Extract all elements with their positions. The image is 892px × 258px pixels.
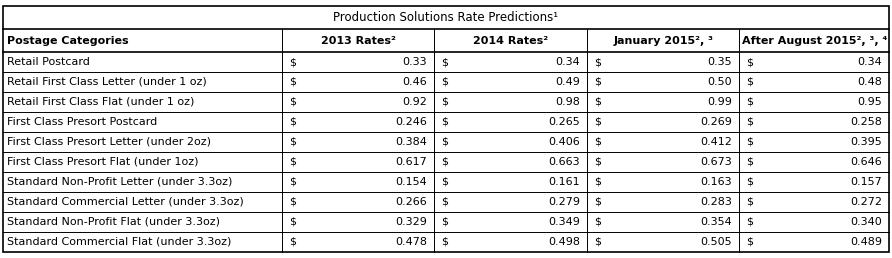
Text: 0.340: 0.340 <box>850 217 882 227</box>
Text: $: $ <box>289 217 296 227</box>
Text: 0.283: 0.283 <box>700 197 732 207</box>
Text: $: $ <box>289 237 296 247</box>
Text: $: $ <box>594 217 601 227</box>
Text: 0.35: 0.35 <box>707 57 732 67</box>
Text: $: $ <box>289 77 296 87</box>
Text: 0.272: 0.272 <box>850 197 882 207</box>
Text: $: $ <box>289 117 296 127</box>
Text: Production Solutions Rate Predictions¹: Production Solutions Rate Predictions¹ <box>334 11 558 24</box>
Text: $: $ <box>442 97 449 107</box>
Text: 0.412: 0.412 <box>700 137 732 147</box>
Text: 0.279: 0.279 <box>548 197 580 207</box>
Text: 0.163: 0.163 <box>701 177 732 187</box>
Text: $: $ <box>289 137 296 147</box>
Text: First Class Presort Flat (under 1oz): First Class Presort Flat (under 1oz) <box>7 157 199 167</box>
Text: $: $ <box>594 157 601 167</box>
Text: $: $ <box>442 137 449 147</box>
Text: $: $ <box>289 157 296 167</box>
Text: 0.46: 0.46 <box>402 77 427 87</box>
Text: $: $ <box>442 217 449 227</box>
Text: $: $ <box>747 97 754 107</box>
Text: 0.258: 0.258 <box>850 117 882 127</box>
Text: 0.95: 0.95 <box>857 97 882 107</box>
Text: 0.673: 0.673 <box>700 157 732 167</box>
Text: First Class Presort Postcard: First Class Presort Postcard <box>7 117 157 127</box>
Text: 0.50: 0.50 <box>707 77 732 87</box>
Text: After August 2015², ³, ⁴: After August 2015², ³, ⁴ <box>742 36 887 46</box>
Text: 0.384: 0.384 <box>395 137 427 147</box>
Text: Standard Non-Profit Letter (under 3.3oz): Standard Non-Profit Letter (under 3.3oz) <box>7 177 233 187</box>
Text: 0.646: 0.646 <box>850 157 882 167</box>
Text: 0.246: 0.246 <box>395 117 427 127</box>
Text: 0.161: 0.161 <box>549 177 580 187</box>
Text: 0.505: 0.505 <box>701 237 732 247</box>
Text: $: $ <box>289 97 296 107</box>
Text: $: $ <box>442 157 449 167</box>
Text: $: $ <box>442 57 449 67</box>
Text: $: $ <box>442 237 449 247</box>
Text: $: $ <box>594 177 601 187</box>
Text: $: $ <box>442 177 449 187</box>
Text: $: $ <box>747 177 754 187</box>
Text: Retail First Class Letter (under 1 oz): Retail First Class Letter (under 1 oz) <box>7 77 207 87</box>
Text: $: $ <box>442 77 449 87</box>
Text: 0.498: 0.498 <box>548 237 580 247</box>
Text: January 2015², ³: January 2015², ³ <box>613 36 714 46</box>
Text: Postage Categories: Postage Categories <box>7 36 128 46</box>
Text: $: $ <box>594 237 601 247</box>
Text: $: $ <box>289 57 296 67</box>
Text: $: $ <box>747 117 754 127</box>
Text: $: $ <box>594 77 601 87</box>
Text: $: $ <box>442 197 449 207</box>
Text: 0.34: 0.34 <box>857 57 882 67</box>
Text: 0.265: 0.265 <box>548 117 580 127</box>
Text: 0.269: 0.269 <box>700 117 732 127</box>
Text: $: $ <box>442 117 449 127</box>
Text: Standard Commercial Letter (under 3.3oz): Standard Commercial Letter (under 3.3oz) <box>7 197 244 207</box>
Text: 0.266: 0.266 <box>395 197 427 207</box>
Text: 0.98: 0.98 <box>555 97 580 107</box>
Text: $: $ <box>747 57 754 67</box>
Text: 0.49: 0.49 <box>555 77 580 87</box>
Text: 0.329: 0.329 <box>395 217 427 227</box>
Text: 0.33: 0.33 <box>402 57 427 67</box>
Text: $: $ <box>747 237 754 247</box>
Text: 0.34: 0.34 <box>555 57 580 67</box>
Text: 0.99: 0.99 <box>707 97 732 107</box>
Text: 0.349: 0.349 <box>548 217 580 227</box>
Text: 0.406: 0.406 <box>548 137 580 147</box>
Text: $: $ <box>747 217 754 227</box>
Text: Retail Postcard: Retail Postcard <box>7 57 90 67</box>
Text: 0.48: 0.48 <box>857 77 882 87</box>
Text: 2014 Rates²: 2014 Rates² <box>473 36 549 46</box>
Text: Standard Commercial Flat (under 3.3oz): Standard Commercial Flat (under 3.3oz) <box>7 237 232 247</box>
Text: $: $ <box>289 177 296 187</box>
Text: 0.157: 0.157 <box>850 177 882 187</box>
Text: $: $ <box>747 77 754 87</box>
Text: First Class Presort Letter (under 2oz): First Class Presort Letter (under 2oz) <box>7 137 211 147</box>
Text: $: $ <box>289 197 296 207</box>
Text: $: $ <box>594 197 601 207</box>
Text: Standard Non-Profit Flat (under 3.3oz): Standard Non-Profit Flat (under 3.3oz) <box>7 217 220 227</box>
Text: 0.92: 0.92 <box>402 97 427 107</box>
Text: $: $ <box>594 57 601 67</box>
Text: 0.395: 0.395 <box>850 137 882 147</box>
Text: $: $ <box>594 97 601 107</box>
Text: 0.489: 0.489 <box>850 237 882 247</box>
Text: 0.478: 0.478 <box>395 237 427 247</box>
Text: 0.663: 0.663 <box>549 157 580 167</box>
Text: $: $ <box>594 137 601 147</box>
Text: $: $ <box>747 137 754 147</box>
Text: $: $ <box>747 197 754 207</box>
Text: Retail First Class Flat (under 1 oz): Retail First Class Flat (under 1 oz) <box>7 97 194 107</box>
Text: 2013 Rates²: 2013 Rates² <box>321 36 396 46</box>
Text: 0.154: 0.154 <box>395 177 427 187</box>
Text: $: $ <box>747 157 754 167</box>
Text: 0.617: 0.617 <box>395 157 427 167</box>
Text: 0.354: 0.354 <box>700 217 732 227</box>
Text: $: $ <box>594 117 601 127</box>
